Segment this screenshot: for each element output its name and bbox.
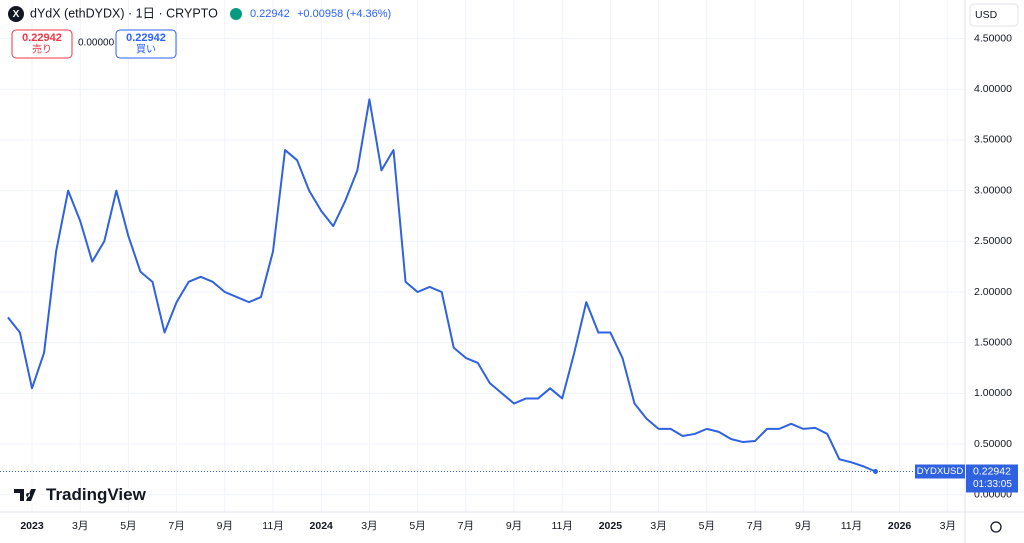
currency-select[interactable] [969,3,1019,27]
symbol-tag [915,464,965,479]
x-tick-label: 5月 [120,520,136,532]
x-tick-label: 9月 [506,520,522,532]
y-tick-label: 1.50000 [974,336,1012,348]
symbol-tag-text: DYDXUSD [917,466,964,477]
brand-name: TradingView [46,485,147,504]
price-tag-countdown: 01:33:05 [973,479,1012,490]
y-tick-label: 4.00000 [974,83,1012,95]
buy-label: 買い [136,44,156,56]
last-price: 0.22942 [250,8,290,20]
settings-icon[interactable] [990,521,1002,533]
price-tag-value: 0.22942 [973,465,1011,477]
x-tick-label: 9月 [795,520,811,532]
sell-label: 売り [32,43,52,56]
logo-x: X [13,9,20,20]
x-tick-label: 5月 [409,520,425,532]
y-tick-label: 2.00000 [974,286,1012,298]
brand-logo [14,489,36,501]
y-tick-label: 3.50000 [974,134,1012,146]
x-tick-label: 2024 [310,520,334,532]
axes: 0.00000 0.50000 1.00000 1.50000 2.00000 2.500… [20,32,1018,532]
x-tick-label: 9月 [217,520,233,532]
currency: USD [975,9,998,21]
x-tick-label: 3月 [361,520,377,532]
x-tick-label: 3月 [72,520,88,532]
x-tick-label: 7月 [168,520,184,532]
symbol-logo [8,6,24,22]
plot [0,98,965,475]
sell-button[interactable] [11,29,73,59]
last-point [873,469,878,475]
x-tick-label: 7月 [458,520,474,532]
y-tick-label: 3.00000 [974,184,1012,196]
y-tick-label: 2.50000 [974,235,1012,247]
price-line [7,98,876,473]
y-tick-label: 0.50000 [974,438,1012,450]
spread: 0.00000 [78,38,115,49]
sell-price: 0.22942 [22,32,62,44]
symbol-title[interactable]: dYdX (ethDYDX) · 1日 · CRYPTO [30,6,218,20]
y-tick-label: 4.50000 [974,32,1012,44]
x-tick-label: 3月 [940,520,956,532]
price-change: +0.00958 (+4.36%) [297,8,391,20]
x-tick-label: 2025 [599,520,623,532]
x-tick-label: 11月 [841,520,862,532]
buy-price: 0.22942 [126,32,166,44]
x-tick-label: 11月 [551,520,572,532]
x-tick-label: 2023 [20,520,44,532]
price-tag [966,464,1018,493]
x-tick-label: 11月 [262,520,283,532]
y-tick-label: 1.00000 [974,387,1012,399]
buy-button[interactable] [115,29,177,59]
x-tick-label: 3月 [650,520,666,532]
x-tick-label: 7月 [747,520,763,532]
x-tick-label: 5月 [699,520,715,532]
grid [0,0,965,512]
market-status[interactable] [230,8,242,20]
x-tick-label: 2026 [888,520,912,532]
